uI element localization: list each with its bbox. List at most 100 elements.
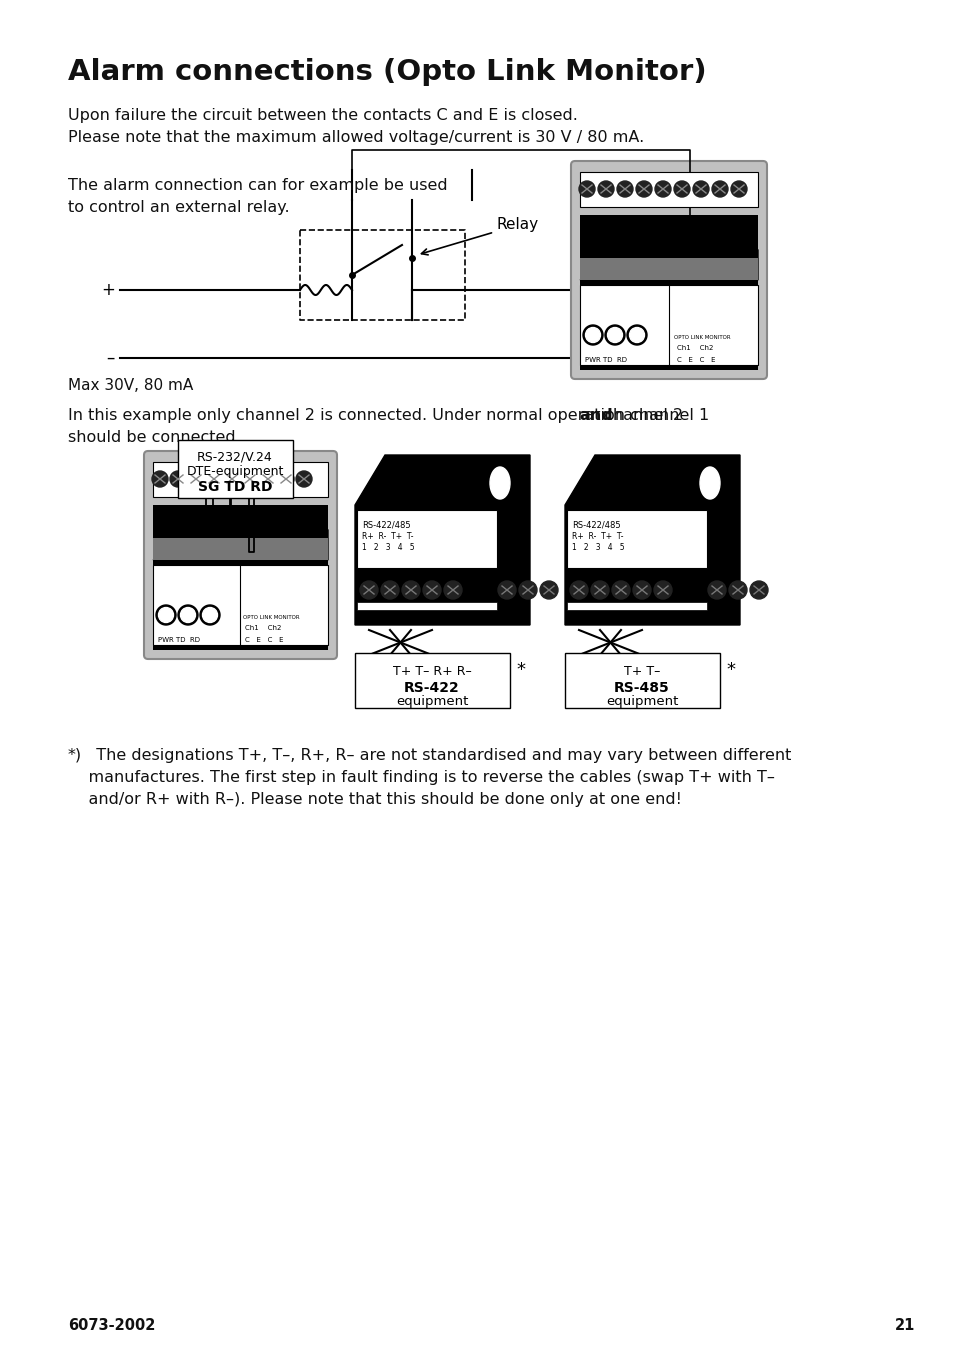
Circle shape	[578, 181, 595, 197]
Circle shape	[626, 326, 646, 345]
Circle shape	[569, 581, 587, 598]
Text: PWR TD  RD: PWR TD RD	[158, 638, 200, 643]
Ellipse shape	[696, 462, 723, 504]
Text: equipment: equipment	[395, 694, 468, 708]
Circle shape	[443, 581, 461, 598]
Circle shape	[633, 581, 650, 598]
Bar	[579, 285, 758, 365]
Circle shape	[224, 471, 240, 486]
Text: equipment: equipment	[605, 694, 678, 708]
Text: The designations T+, T–, R+, R– are not standardised and may vary between differ: The designations T+, T–, R+, R– are not …	[86, 748, 791, 763]
Circle shape	[401, 581, 419, 598]
Text: T+ T–: T+ T–	[623, 665, 659, 678]
Text: westermo: westermo	[163, 573, 225, 584]
Text: *): *)	[68, 748, 82, 763]
Text: T+ T– R+ R–: T+ T– R+ R–	[393, 665, 471, 678]
Text: manufactures. The first step in fault finding is to reverse the cables (swap T+ : manufactures. The first step in fault fi…	[68, 770, 774, 785]
Text: R+  R-  T+  T-: R+ R- T+ T-	[572, 532, 623, 540]
Bar	[152, 505, 328, 650]
Text: RS-422/485: RS-422/485	[361, 520, 410, 530]
Text: and: and	[578, 408, 612, 423]
Text: RS-422: RS-422	[404, 681, 459, 694]
Circle shape	[156, 605, 175, 626]
Text: should be connected.: should be connected.	[68, 430, 240, 444]
Text: RS-485: RS-485	[614, 681, 669, 694]
Text: channel 2: channel 2	[598, 408, 682, 423]
Ellipse shape	[700, 467, 720, 499]
Circle shape	[422, 581, 440, 598]
Circle shape	[730, 181, 746, 197]
Circle shape	[277, 471, 294, 486]
Text: to control an external relay.: to control an external relay.	[68, 200, 290, 215]
Circle shape	[604, 326, 624, 345]
Text: OPTO LINK MONITOR: OPTO LINK MONITOR	[673, 335, 730, 340]
Circle shape	[188, 471, 204, 486]
Text: Upon failure the circuit between the contacts C and E is closed.: Upon failure the circuit between the con…	[68, 108, 578, 123]
Text: C   E   C   E: C E C E	[245, 638, 283, 643]
Bar	[178, 440, 293, 499]
Text: ⩣ N: ⩣ N	[711, 532, 724, 540]
Circle shape	[711, 181, 727, 197]
Circle shape	[170, 471, 186, 486]
Polygon shape	[579, 230, 758, 280]
Circle shape	[673, 181, 689, 197]
Circle shape	[518, 581, 537, 598]
Text: ⩣ N: ⩣ N	[501, 532, 515, 540]
Polygon shape	[355, 455, 530, 626]
Text: The alarm connection can for example be used: The alarm connection can for example be …	[68, 178, 447, 193]
Circle shape	[629, 327, 644, 343]
Bar	[579, 215, 758, 370]
Bar	[564, 653, 720, 708]
Circle shape	[206, 471, 222, 486]
Bar	[152, 538, 328, 561]
Text: *: *	[516, 661, 524, 680]
Circle shape	[380, 581, 398, 598]
Circle shape	[242, 471, 257, 486]
Text: SG TD RD: SG TD RD	[197, 480, 272, 494]
Bar	[356, 603, 497, 611]
Bar	[566, 509, 706, 567]
Text: Max 30V, 80 mA: Max 30V, 80 mA	[68, 378, 193, 393]
Circle shape	[655, 181, 670, 197]
Circle shape	[707, 581, 725, 598]
Circle shape	[582, 326, 602, 345]
Bar	[355, 653, 510, 708]
Text: DTE-equipment: DTE-equipment	[186, 465, 283, 478]
Ellipse shape	[490, 467, 510, 499]
Polygon shape	[152, 509, 328, 561]
Circle shape	[749, 581, 767, 598]
Bar	[579, 172, 758, 207]
Text: 1   2   3   4   5: 1 2 3 4 5	[572, 543, 624, 553]
Circle shape	[598, 181, 614, 197]
Text: Ch1    Ch2: Ch1 Ch2	[677, 345, 713, 351]
Circle shape	[295, 471, 312, 486]
Circle shape	[497, 581, 516, 598]
Circle shape	[539, 581, 558, 598]
Text: *: *	[725, 661, 734, 680]
Circle shape	[260, 471, 275, 486]
Text: and/or R+ with R–). Please note that this should be done only at one end!: and/or R+ with R–). Please note that thi…	[68, 792, 681, 807]
Text: Alarm connections (Opto Link Monitor): Alarm connections (Opto Link Monitor)	[68, 58, 706, 86]
Bar	[566, 603, 706, 611]
Text: Relay: Relay	[421, 218, 538, 255]
Circle shape	[178, 605, 198, 626]
Text: +: +	[101, 281, 115, 299]
Text: OPTO LINK MONITOR: OPTO LINK MONITOR	[243, 615, 299, 620]
Circle shape	[692, 181, 708, 197]
Circle shape	[359, 581, 377, 598]
Bar	[356, 509, 497, 567]
Circle shape	[590, 581, 608, 598]
Text: –: –	[107, 349, 115, 367]
Text: PWR TD  RD: PWR TD RD	[584, 357, 626, 363]
Circle shape	[636, 181, 651, 197]
Text: 21: 21	[894, 1319, 915, 1333]
Text: Ch1    Ch2: Ch1 Ch2	[245, 626, 281, 631]
Text: 6073-2002: 6073-2002	[68, 1319, 155, 1333]
Polygon shape	[564, 455, 740, 626]
Ellipse shape	[485, 462, 514, 504]
Text: C   E   C   E: C E C E	[677, 357, 715, 363]
Circle shape	[158, 608, 173, 623]
Circle shape	[585, 327, 599, 343]
Text: Please note that the maximum allowed voltage/current is 30 V / 80 mA.: Please note that the maximum allowed vol…	[68, 130, 643, 145]
Bar	[152, 462, 328, 497]
